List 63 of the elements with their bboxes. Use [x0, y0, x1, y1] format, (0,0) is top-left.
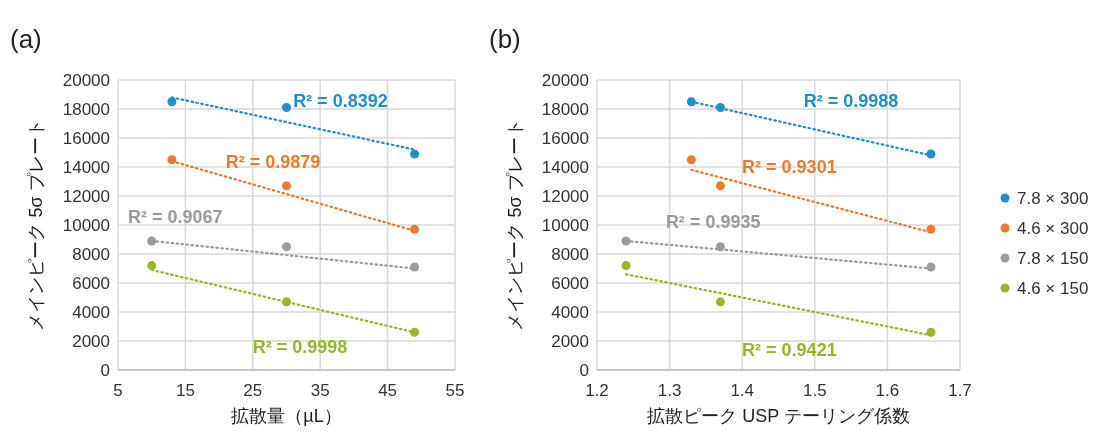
y-tick-label: 16000 [541, 128, 589, 148]
point [715, 297, 725, 307]
chart-title: (a) [10, 24, 42, 54]
x-tick-label: 35 [310, 381, 330, 400]
y-tick-label: 10000 [541, 215, 589, 235]
y-tick-label: 0 [579, 360, 589, 380]
annotation: R² = 0.9988 [803, 90, 899, 111]
y-tick-label: 6000 [551, 273, 589, 293]
chart-title: (b) [489, 24, 521, 54]
annotation: R² = 0.9998 [252, 337, 348, 358]
x-tick-label: 1.6 [875, 381, 900, 400]
point [715, 181, 725, 191]
point [282, 181, 291, 191]
x-tick-label: 5 [113, 381, 123, 400]
x-tick-label: 1.5 [802, 381, 827, 400]
y-tick-label: 12000 [62, 186, 110, 206]
x-axis-title: 拡散量（µL） [231, 406, 342, 426]
point [282, 242, 291, 252]
y-tick-label: 2000 [551, 331, 589, 351]
y-tick-label: 2000 [72, 331, 110, 351]
legend-label: 4.6 × 300 [1017, 218, 1089, 238]
y-tick-label: 16000 [62, 128, 110, 148]
y-tick-label: 18000 [62, 99, 110, 119]
y-tick-label: 4000 [72, 302, 110, 322]
point [410, 149, 420, 159]
point [147, 261, 157, 271]
y-tick-label: 8000 [72, 244, 110, 264]
point [410, 327, 420, 337]
x-tick-label: 15 [175, 381, 195, 400]
annotation: R² = 0.9301 [742, 157, 837, 178]
x-tick-label: 1.3 [657, 381, 682, 400]
y-tick-label: 4000 [551, 302, 589, 322]
legend-label: 4.6 × 150 [1017, 278, 1089, 298]
annotation: R² = 0.9879 [225, 151, 321, 172]
x-tick-label: 25 [243, 381, 263, 400]
y-axis-title: メインピーク 5σ プレート [505, 119, 525, 331]
y-tick-label: 14000 [62, 157, 110, 177]
annotation: R² = 0.8392 [293, 90, 388, 111]
y-tick-label: 20000 [62, 70, 110, 90]
annotation: R² = 0.9935 [665, 212, 761, 233]
x-axis-title: 拡散ピーク USP テーリング係数 [647, 406, 910, 426]
y-tick-label: 18000 [541, 99, 589, 119]
y-tick-label: 14000 [541, 157, 589, 177]
y-tick-label: 0 [100, 360, 110, 380]
x-tick-label: 1.7 [948, 381, 972, 400]
point [686, 155, 696, 165]
annotation: R² = 0.9421 [742, 340, 837, 360]
y-tick-label: 8000 [551, 244, 589, 264]
y-tick-label: 10000 [62, 215, 110, 235]
x-tick-label: 1.4 [730, 381, 755, 400]
point [621, 261, 631, 271]
y-tick-label: 6000 [72, 273, 110, 293]
x-tick-label: 55 [445, 381, 465, 400]
legend-label: 7.8 × 300 [1017, 188, 1089, 208]
point [410, 224, 420, 234]
legend-label: 7.8 × 150 [1017, 248, 1089, 268]
annotation: R² = 0.9067 [128, 206, 223, 227]
y-tick-label: 20000 [541, 70, 589, 90]
x-tick-label: 45 [378, 381, 398, 400]
x-tick-label: 1.2 [585, 381, 609, 400]
y-tick-label: 12000 [541, 186, 589, 206]
y-axis-title: メインピーク 5σ プレート [26, 119, 46, 331]
point [282, 103, 291, 113]
